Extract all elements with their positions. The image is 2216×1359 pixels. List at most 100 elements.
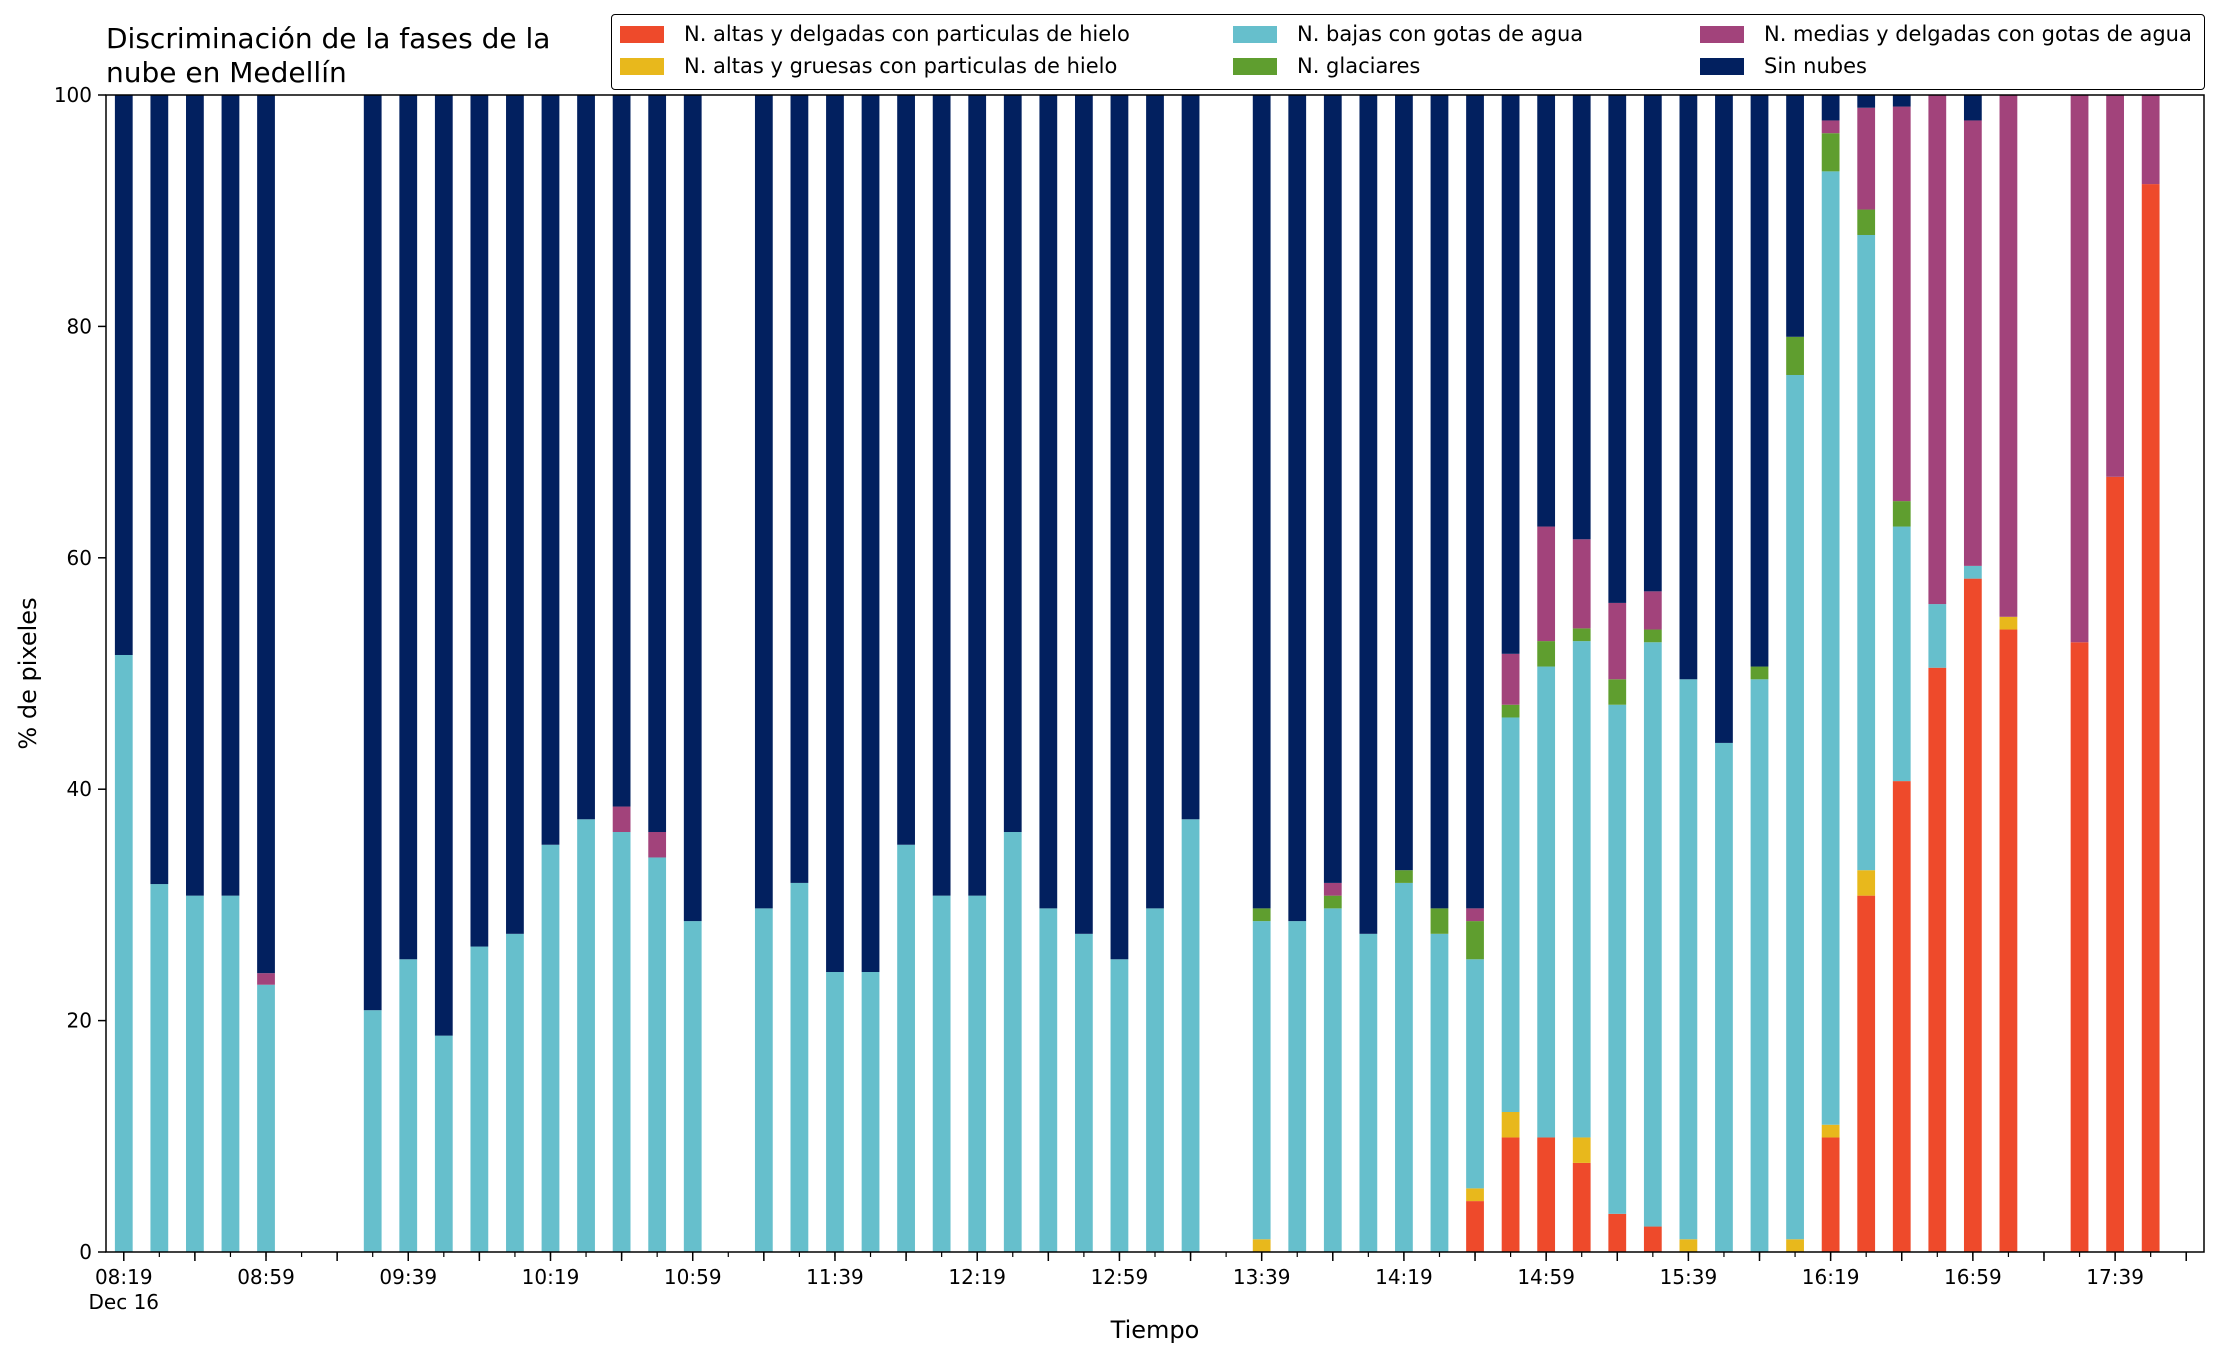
bar-segment [897, 95, 915, 845]
bar-segment [1537, 95, 1556, 527]
bar-segment [1963, 578, 1982, 1252]
bar-segment [150, 95, 169, 885]
bar-segment [1821, 171, 1840, 1125]
bar-segment [861, 972, 880, 1252]
bar-1439 [1466, 95, 1484, 1252]
bar-0959 [470, 95, 489, 1252]
bar-segment [1146, 908, 1164, 1252]
y-tick-label: 60 [67, 546, 92, 570]
bar-segment [1857, 209, 1876, 235]
bar-1209 [932, 95, 951, 1252]
bar-segment [968, 95, 987, 896]
bar-1229 [1003, 95, 1022, 1252]
bar-segment [114, 95, 133, 655]
bar-segment [861, 95, 880, 973]
bar-segment [1715, 742, 1733, 1252]
bar-segment [1323, 895, 1342, 909]
x-tick-label: 16:19 [1802, 1265, 1860, 1289]
bar-segment [1750, 666, 1769, 680]
bar-segment [577, 95, 595, 820]
bar-1219 [968, 95, 987, 1252]
bar-segment [257, 95, 275, 974]
bar-1159 [897, 95, 915, 1252]
bar-segment [1395, 882, 1413, 1252]
legend-item: N. altas y delgadas con particulas de hi… [620, 19, 1130, 49]
bar-1259 [1110, 95, 1129, 1252]
legend-label: N. medias y delgadas con gotas de agua [1764, 22, 2192, 46]
bars [114, 95, 2160, 1253]
bar-segment [577, 819, 595, 1252]
bar-segment [1892, 781, 1911, 1252]
bar-segment [1430, 95, 1449, 909]
bar-segment [1430, 933, 1449, 1252]
bar-segment [1857, 235, 1876, 871]
bar-segment [1572, 641, 1591, 1138]
bar-segment [1501, 704, 1520, 718]
bar-segment [1501, 1137, 1520, 1252]
bar-1429 [1430, 95, 1449, 1252]
bar-segment [1430, 908, 1449, 934]
bar-0929 [363, 95, 382, 1252]
bar-segment [790, 882, 809, 1252]
bar-segment [1999, 95, 2018, 617]
y-tick-label: 40 [67, 777, 92, 801]
legend-swatch [620, 25, 664, 43]
x-tick-label: 10:19 [522, 1265, 580, 1289]
x-tick-label: 08:59 [237, 1265, 295, 1289]
bar-segment [1395, 95, 1413, 871]
bar-1419 [1395, 95, 1413, 1252]
bar-segment [648, 95, 667, 833]
bar-segment [506, 933, 524, 1252]
bar-1249 [1074, 95, 1093, 1252]
bar-segment [1572, 628, 1591, 642]
bar-segment [1039, 95, 1058, 909]
bar-segment [1359, 933, 1378, 1252]
bar-segment [1537, 526, 1556, 642]
bar-segment [683, 95, 702, 922]
bar-1639 [1892, 95, 1911, 1252]
legend-swatch [620, 57, 664, 75]
bar-segment [114, 654, 133, 1252]
bar-segment [1608, 704, 1627, 1214]
bar-segment [932, 95, 951, 896]
bar-segment [1572, 539, 1591, 629]
x-axis-label: Tiempo [1110, 1316, 1200, 1344]
y-tick-label: 20 [67, 1009, 92, 1033]
bar-segment [2141, 95, 2160, 185]
y-axis-label: % de pixeles [14, 597, 42, 749]
bar-segment [1466, 95, 1484, 909]
x-tick-label: 14:59 [1517, 1265, 1575, 1289]
bar-segment [1039, 908, 1058, 1252]
x-tick-label: 13:39 [1233, 1265, 1291, 1289]
bar-1049 [648, 95, 667, 1252]
bar-0859 [257, 95, 275, 1252]
bar-segment [1074, 95, 1093, 934]
bar-segment [1679, 1239, 1698, 1252]
x-tick-label: 16:59 [1944, 1265, 2002, 1289]
legend-item: N. medias y delgadas con gotas de agua [1700, 19, 2192, 49]
bar-segment [1003, 95, 1022, 833]
y-tick-label: 80 [67, 314, 92, 338]
bar-segment [826, 95, 844, 973]
x-tick-label: 11:39 [806, 1265, 864, 1289]
bar-segment [1643, 591, 1662, 630]
bar-0839 [186, 95, 204, 1252]
bar-segment [897, 844, 915, 1252]
bar-0829 [150, 95, 169, 1252]
bar-segment [1928, 667, 1947, 1252]
bar-1629 [1857, 95, 1876, 1252]
bar-segment [2106, 95, 2124, 477]
bar-segment [1750, 95, 1769, 667]
bar-segment [1466, 908, 1484, 922]
legend-label: N. altas y gruesas con particulas de hie… [684, 54, 1118, 78]
bar-segment [363, 95, 382, 1011]
bar-segment [1608, 602, 1627, 680]
bar-segment [1821, 133, 1840, 172]
bar-segment [1537, 641, 1556, 667]
bar-1019 [541, 95, 560, 1252]
bar-segment [1643, 642, 1662, 1227]
bar-segment [1572, 1162, 1591, 1252]
bar-segment [1963, 95, 1982, 121]
